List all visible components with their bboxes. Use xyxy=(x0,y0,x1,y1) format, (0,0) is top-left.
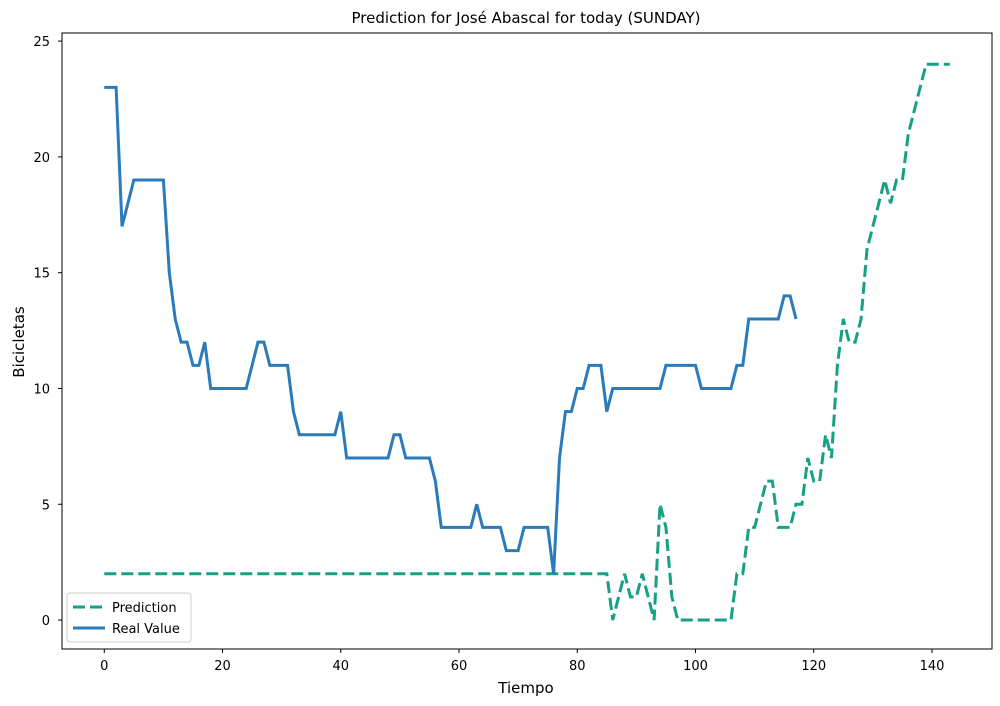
y-tick-label: 20 xyxy=(33,151,50,166)
y-axis-label: Bicicletas xyxy=(10,306,28,378)
series-group xyxy=(104,62,950,622)
x-tick-label: 0 xyxy=(100,659,108,674)
x-tick-label: 20 xyxy=(214,659,231,674)
y-tick-label: 5 xyxy=(42,498,50,513)
legend: Prediction Real Value xyxy=(66,592,192,643)
legend-label-prediction: Prediction xyxy=(112,601,177,616)
x-tick-label: 80 xyxy=(569,659,586,674)
x-tick-label: 140 xyxy=(920,659,945,674)
y-tick-label: 0 xyxy=(42,614,50,629)
y-tick-label: 25 xyxy=(33,35,50,50)
x-tick-label: 100 xyxy=(683,659,708,674)
x-tick-label: 40 xyxy=(332,659,349,674)
chart-title: Prediction for José Abascal for today (S… xyxy=(351,9,700,27)
legend-label-real-value: Real Value xyxy=(112,622,180,637)
y-tick-label: 10 xyxy=(33,382,50,397)
legend-box xyxy=(66,592,192,643)
plot-frame xyxy=(61,32,993,650)
series-line-prediction xyxy=(104,62,950,622)
x-tick-label: 60 xyxy=(451,659,468,674)
x-tick-label: 120 xyxy=(801,659,826,674)
x-axis: 0 20 40 60 80 100 120 140 xyxy=(100,649,944,674)
y-axis: 0 5 10 15 20 25 xyxy=(33,35,62,629)
x-axis-label: Tiempo xyxy=(497,679,553,697)
series-line-real-value xyxy=(104,85,798,574)
y-tick-label: 15 xyxy=(33,267,50,282)
